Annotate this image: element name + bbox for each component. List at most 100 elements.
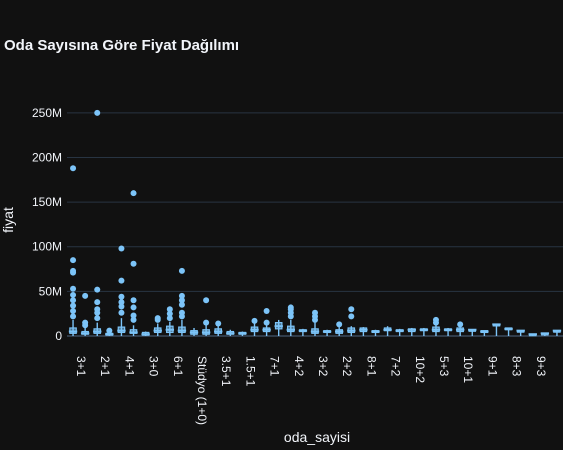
box-outlier-point [106,327,113,334]
x-tick-label: 1.5+1 [243,356,257,387]
box-outlier-point [82,292,89,299]
box-outlier-point [348,306,355,313]
x-tick-label: 10+2 [413,356,427,383]
box-32 [455,321,465,336]
box-outlier-point [70,257,77,264]
box-outlier-point [118,245,125,252]
x-tick-label: 8+3 [510,356,524,377]
box-outlier-point [70,285,77,292]
box-9 [177,267,187,336]
box-1 [80,292,90,336]
x-tick-label: 9+3 [534,356,548,377]
box-outlier-point [457,321,464,328]
box-16 [262,308,271,336]
box-outlier-point [263,308,270,315]
box-40 [552,329,562,336]
y-tick-label: 250M [32,106,62,120]
box-outlier-point [118,277,125,284]
x-tick-label: Stüdyo (1+0) [195,356,209,425]
box-outlier-point [70,302,77,309]
box-outlier-point [130,304,137,311]
box-26 [383,326,392,336]
box-outlier-point [70,313,77,320]
box-31 [443,327,453,336]
box-5 [129,190,138,336]
box-outlier-point [94,299,101,306]
box-outlier-point [203,297,210,304]
box-outlier-point [263,319,270,326]
box-outlier-point [118,293,125,300]
x-tick-label: 7+1 [268,356,282,377]
box-outlier-point [70,308,77,315]
box-outlier-point [94,315,101,322]
box-outlier-point [166,306,173,313]
box-29 [419,327,429,336]
box-38 [528,333,537,337]
box-outlier-point [178,267,185,274]
x-tick-label: 9+1 [485,356,499,377]
box-outlier-point [70,267,77,274]
box-12 [214,320,223,336]
box-20 [310,309,320,336]
box-outlier-point [118,299,125,306]
box-layer [68,109,562,337]
box-23 [347,306,356,336]
box-outlier-point [82,319,89,326]
x-tick-label: 8+1 [364,356,378,377]
box-35 [492,323,501,336]
box-outlier-point [312,309,318,316]
box-outlier-point [70,165,77,172]
box-30 [431,316,441,336]
box-7 [153,315,162,336]
box-33 [468,328,477,336]
x-tick-label: 2+1 [98,356,112,377]
y-tick-label: 150M [32,195,62,209]
box-outlier-point [130,316,137,323]
box-outlier-point [70,291,77,298]
box-19 [298,328,308,336]
box-15 [250,317,259,336]
chart-title: Oda Sayısına Göre Fiyat Dağılımı [4,37,239,54]
box-14 [238,331,247,336]
box-10 [189,327,199,336]
x-tick-label: 6+1 [171,356,185,377]
x-tick-label: 3+0 [147,356,161,377]
x-tick-label: 3.5+1 [219,356,233,387]
box-2 [93,109,102,336]
box-18 [286,304,296,336]
y-tick-label: 100M [32,240,62,254]
box-outlier-point [118,303,125,310]
box-13 [226,329,235,336]
box-outlier-point [166,310,173,317]
x-tick-label: 5+3 [437,356,451,377]
box-34 [480,330,489,336]
box-outlier-point [130,260,137,267]
box-outlier-point [203,319,210,326]
x-tick-label: 4+2 [292,356,306,377]
x-tick-label: 3+1 [74,356,88,377]
box-outlier-point [287,304,294,311]
y-axis-title: fiyat [0,207,16,233]
box-outlier-point [178,297,185,304]
box-3 [105,327,114,336]
box-outlier-point [178,292,185,299]
box-outlier-point [154,315,161,322]
box-39 [540,332,550,336]
box-outlier-point [130,190,137,197]
box-25 [371,329,380,336]
y-tick-label: 50M [39,284,62,298]
box-outlier-point [118,309,125,316]
y-tick-label: 0 [55,329,62,343]
box-28 [407,327,416,336]
box-outlier-point [94,306,101,313]
box-outlier-point [178,301,185,308]
x-tick-label: 7+2 [389,356,403,377]
box-outlier-point [215,320,222,327]
box-0 [68,165,78,336]
y-tick-labels: 0 50M 100M 150M 200M 250M [32,106,62,343]
box-outlier-point [336,321,343,328]
box-outlier-point [432,316,439,323]
